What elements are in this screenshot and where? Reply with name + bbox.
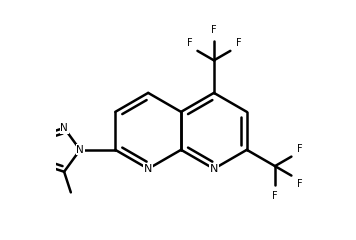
- Text: F: F: [297, 179, 302, 189]
- Text: F: F: [187, 38, 192, 48]
- Text: N: N: [144, 164, 152, 174]
- Text: F: F: [211, 25, 217, 36]
- Text: N: N: [76, 145, 84, 155]
- Text: N: N: [210, 164, 218, 174]
- Text: F: F: [297, 144, 302, 154]
- Text: F: F: [272, 191, 278, 201]
- Text: N: N: [60, 123, 68, 133]
- Text: F: F: [236, 38, 241, 48]
